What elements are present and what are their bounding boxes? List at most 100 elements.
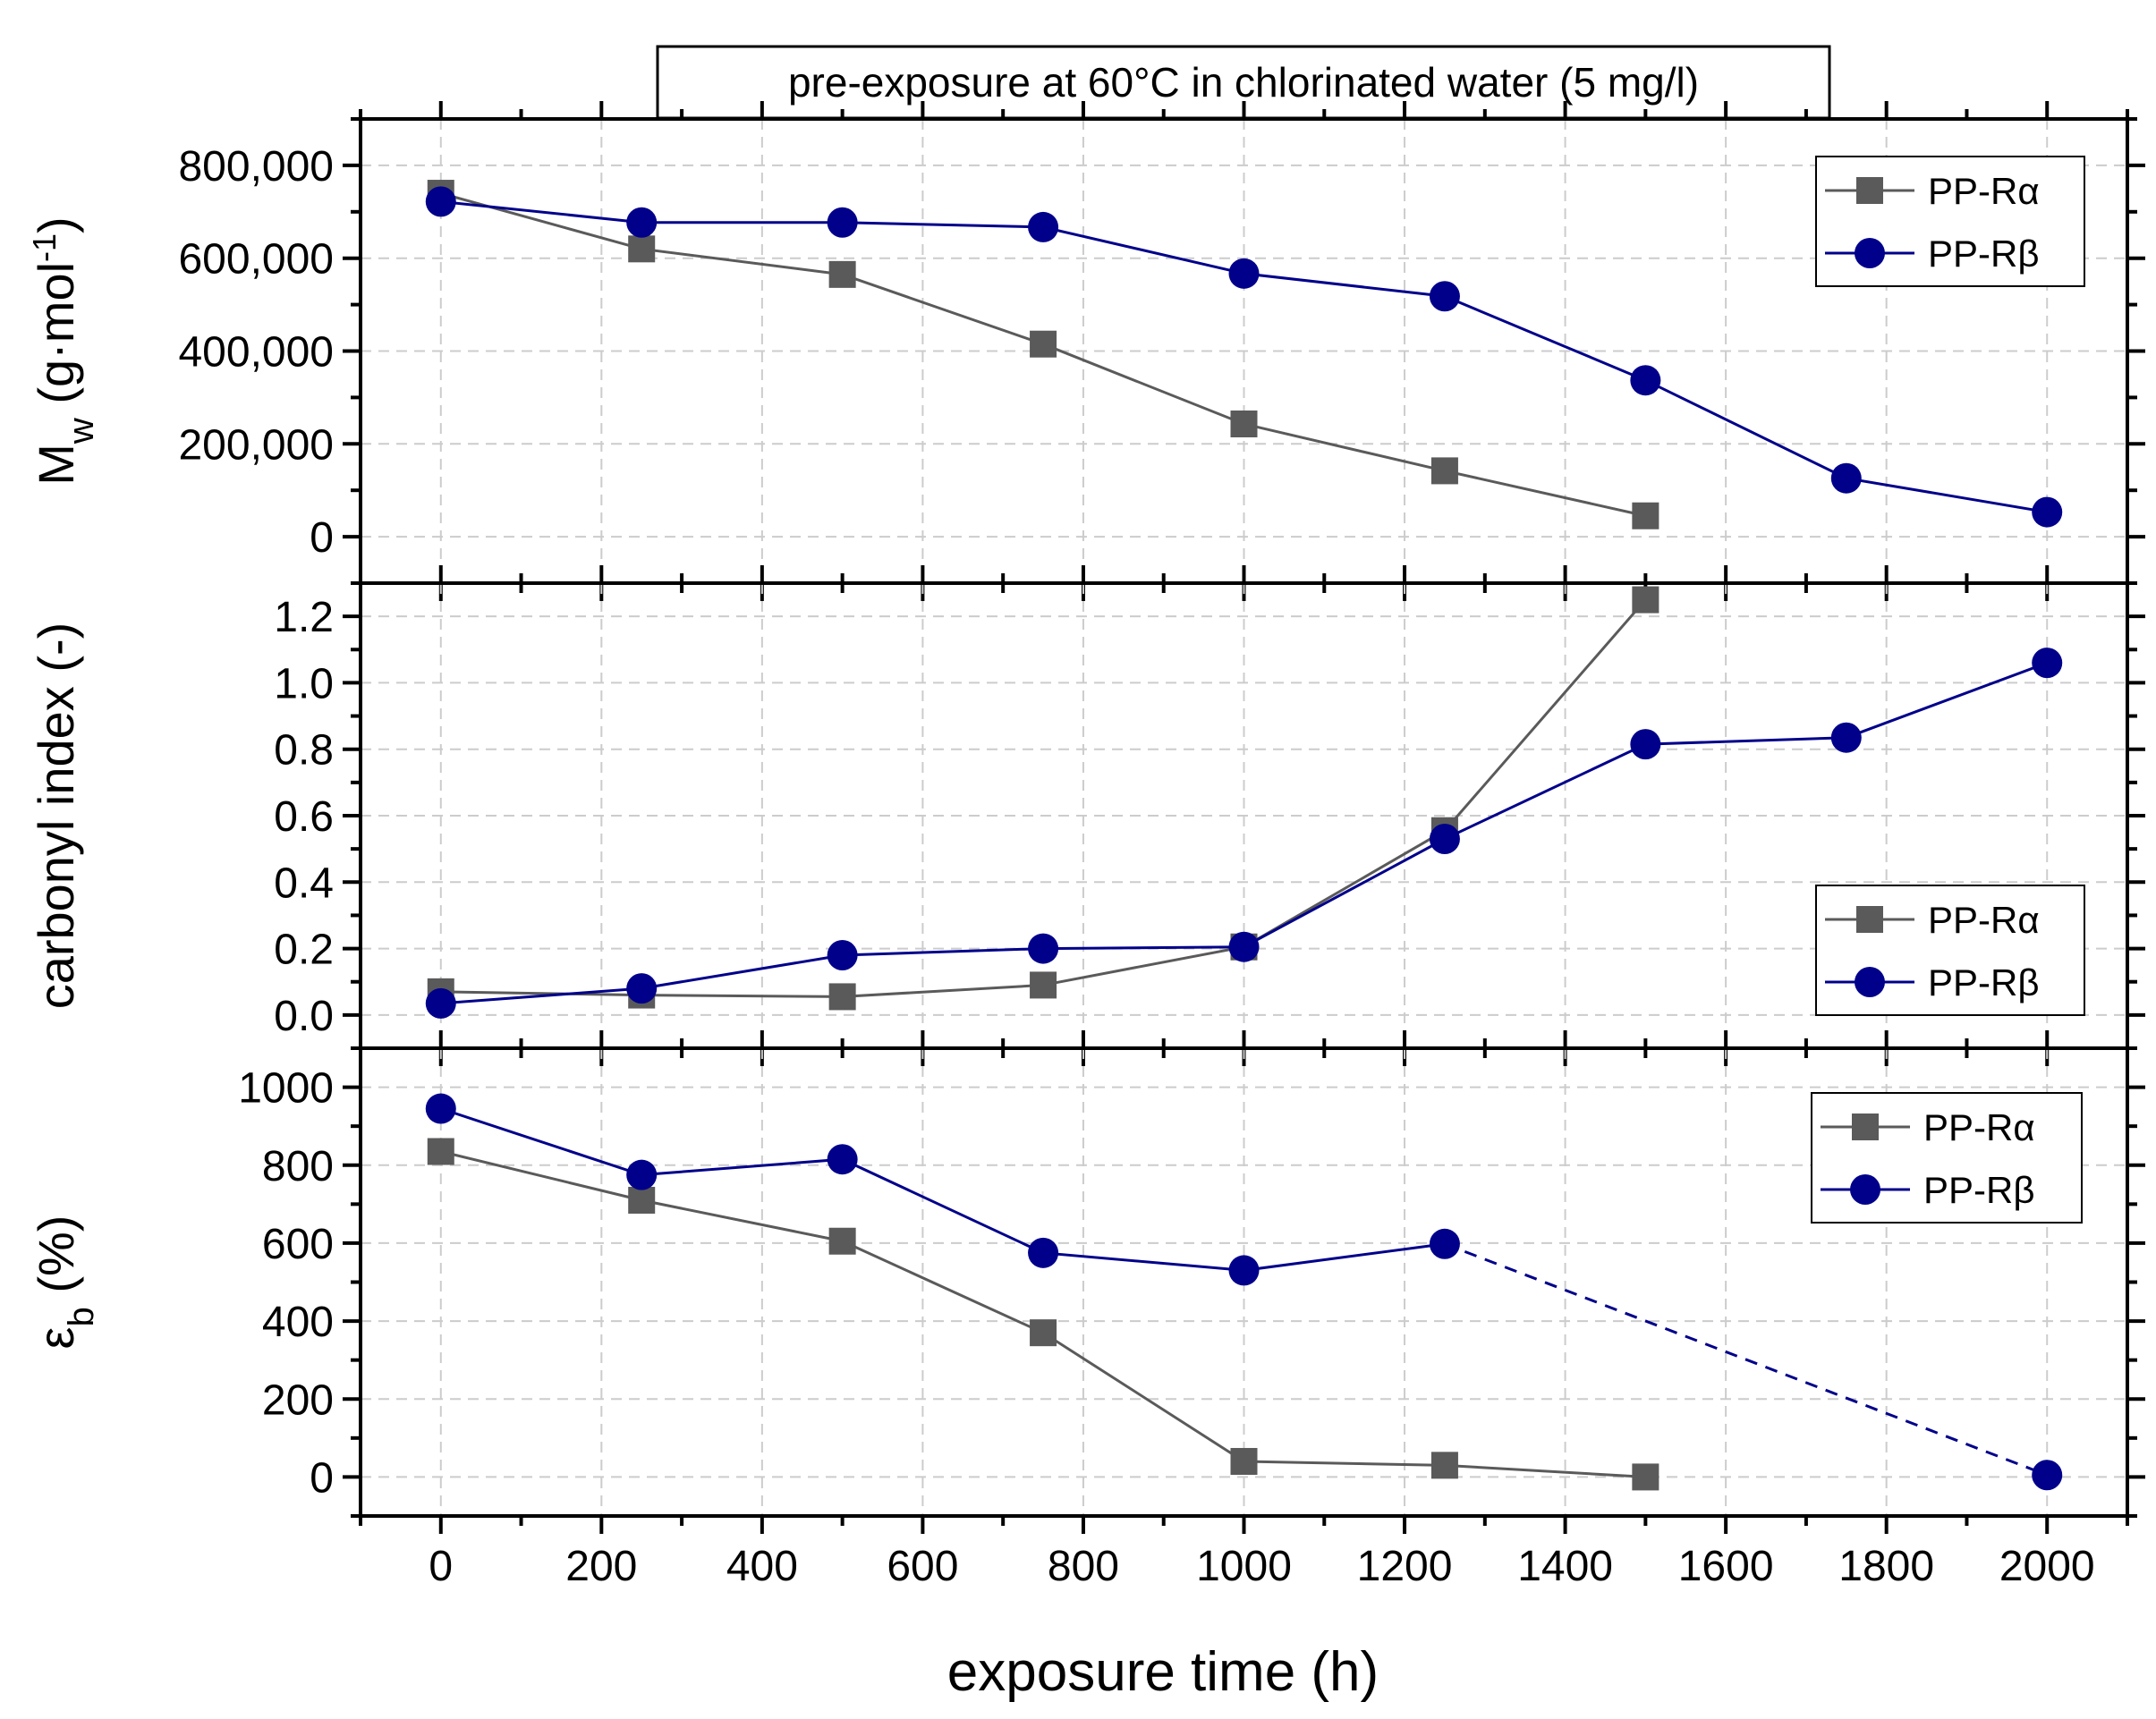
data-point-square xyxy=(1632,502,1659,529)
legend-marker-circle xyxy=(1855,238,1885,268)
data-point-circle xyxy=(2032,496,2063,528)
y-label-sub: b xyxy=(62,1307,101,1326)
legend-marker-square xyxy=(1856,177,1883,204)
data-point-square xyxy=(1632,586,1659,614)
legend: PP-Rα PP-Rβ xyxy=(1815,156,2085,287)
y-tick-label: 200 xyxy=(262,1376,334,1424)
x-tick-label: 1800 xyxy=(1838,1543,1934,1590)
legend-marker-circle xyxy=(1855,967,1885,997)
y-label-rest: (%) xyxy=(28,1215,84,1308)
x-tick-label: 400 xyxy=(726,1543,798,1590)
data-point-square xyxy=(828,260,856,288)
y-tick-label: 0.6 xyxy=(274,793,334,841)
data-point-circle xyxy=(1630,365,1661,396)
y-tick-label: 1.2 xyxy=(274,594,334,641)
legend-label: PP-Rα xyxy=(1928,170,2040,212)
data-point-square xyxy=(628,1186,656,1214)
y-axis-label: εb (%) xyxy=(28,1215,101,1350)
x-tick-label: 1200 xyxy=(1357,1543,1453,1590)
data-point-circle xyxy=(1228,1255,1260,1286)
x-axis-label: exposure time (h) xyxy=(947,1641,1379,1703)
legend-label: PP-Rβ xyxy=(1923,1169,2035,1211)
data-point-circle xyxy=(626,207,658,238)
y-axis-label: Mw (g·mol-1) xyxy=(26,216,102,485)
y-tick-label: 0.0 xyxy=(274,993,334,1040)
figure-title: pre-exposure at 60°C in chlorinated wate… xyxy=(788,59,1699,106)
y-label-rest: (g·mol xyxy=(28,262,84,418)
data-point-circle xyxy=(425,186,456,217)
data-point-circle xyxy=(1830,462,1862,494)
y-label-end: ) xyxy=(28,216,84,233)
legend: PP-Rα PP-Rβ xyxy=(1811,1092,2083,1224)
data-point-circle xyxy=(1630,729,1661,760)
data-point-square xyxy=(828,1227,856,1255)
x-tick-label: 1400 xyxy=(1517,1543,1613,1590)
y-tick-label: 1000 xyxy=(238,1065,334,1113)
series-pp-r-beta xyxy=(425,1093,2063,1491)
data-point-square xyxy=(1030,330,1057,358)
data-point-circle xyxy=(827,1144,858,1175)
y-tick-label: 800,000 xyxy=(178,143,334,191)
data-point-circle xyxy=(1028,211,1059,242)
data-point-square xyxy=(828,983,856,1011)
data-point-circle xyxy=(827,207,858,238)
series-line-dashed xyxy=(1444,1242,2048,1477)
data-point-circle xyxy=(1429,1228,1460,1259)
data-point-circle xyxy=(626,973,658,1004)
series-pp-r-alpha xyxy=(427,1138,1659,1491)
data-point-circle xyxy=(425,987,456,1019)
y-tick-label: 800 xyxy=(262,1143,334,1190)
panels: 0 200,000 400,000 600,000 800,000 Mw (g·mol-1… xyxy=(26,101,2145,1590)
panel-ci: 0.0 0.2 0.4 0.6 0.8 1.0 1.2 carbonyl index (-) P… xyxy=(28,565,2145,1066)
data-point-square xyxy=(1030,1319,1057,1347)
legend-marker-square xyxy=(1856,906,1883,933)
legend: PP-Rα PP-Rβ xyxy=(1815,885,2085,1016)
panel-eb: 0 200 400 600 800 1000 0 200 400 600 800 1000 1200 14… xyxy=(28,1030,2145,1590)
y-tick-label: 1.0 xyxy=(274,660,334,707)
data-point-circle xyxy=(1830,722,1862,753)
data-point-square xyxy=(1230,1447,1258,1475)
data-point-circle xyxy=(2032,648,2063,679)
data-point-circle xyxy=(1028,1237,1059,1268)
y-tick-label: 200,000 xyxy=(178,421,334,469)
legend-label: PP-Rα xyxy=(1928,899,2040,941)
data-point-square xyxy=(1030,971,1057,999)
x-tick-label: 600 xyxy=(887,1543,958,1590)
x-tick-label: 200 xyxy=(565,1543,637,1590)
data-point-square xyxy=(427,1138,454,1165)
data-point-circle xyxy=(626,1159,658,1190)
data-point-circle xyxy=(827,940,858,970)
x-tick-label: 800 xyxy=(1048,1543,1119,1590)
series-pp-r-beta xyxy=(425,648,2063,1019)
y-tick-label: 600 xyxy=(262,1221,334,1268)
series-line xyxy=(440,1107,1446,1272)
legend-label: PP-Rβ xyxy=(1928,233,2040,275)
data-point-circle xyxy=(425,1093,456,1124)
x-tick-label: 0 xyxy=(429,1543,453,1590)
y-label-sub: w xyxy=(62,418,101,445)
series-pp-r-alpha xyxy=(427,180,1659,529)
y-tick-label: 400 xyxy=(262,1299,334,1346)
data-point-square xyxy=(1230,410,1258,437)
y-label-sup: -1 xyxy=(26,233,63,262)
legend-marker-circle xyxy=(1850,1174,1880,1205)
y-tick-label: 0 xyxy=(310,514,334,562)
y-label-main: M xyxy=(28,444,84,486)
y-label-main: ε xyxy=(28,1326,84,1349)
data-point-square xyxy=(1430,1452,1458,1479)
legend-label: PP-Rα xyxy=(1923,1106,2035,1148)
y-axis-label: carbonyl index (-) xyxy=(28,622,84,1010)
y-tick-label: 0.8 xyxy=(274,727,334,775)
data-point-circle xyxy=(1429,824,1460,854)
data-point-circle xyxy=(1228,258,1260,289)
y-tick-label: 0.4 xyxy=(274,860,334,907)
y-tick-label: 0.2 xyxy=(274,927,334,974)
legend-marker-square xyxy=(1852,1114,1879,1140)
y-tick-label: 0 xyxy=(310,1454,334,1502)
legend-label: PP-Rβ xyxy=(1928,961,2040,1003)
data-point-square xyxy=(1632,1463,1659,1491)
data-point-circle xyxy=(1429,281,1460,312)
y-tick-label: 400,000 xyxy=(178,329,334,377)
data-point-circle xyxy=(1228,931,1260,962)
